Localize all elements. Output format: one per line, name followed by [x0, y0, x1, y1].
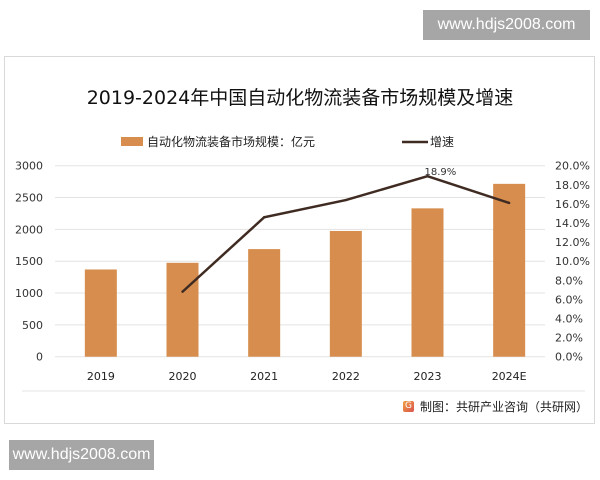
right-tick-label: 20.0%	[555, 160, 590, 173]
x-tick-label: 2021	[250, 370, 278, 383]
legend-bar-swatch	[121, 137, 143, 146]
left-tick-label: 3000	[15, 160, 43, 173]
left-tick-label: 1500	[15, 255, 43, 268]
source-text: 制图：共研产业咨询（共研网）	[419, 400, 588, 414]
x-tick-label: 2022	[332, 370, 360, 383]
bar-2024E	[493, 183, 526, 357]
left-tick-label: 2000	[15, 223, 43, 236]
left-tick-label: 500	[22, 319, 43, 332]
right-tick-label: 6.0%	[555, 293, 583, 306]
growth-point-2020	[181, 290, 184, 293]
chart: 2019-2024年中国自动化物流装备市场规模及增速 自动化物流装备市场规模：亿…	[15, 87, 590, 392]
legend: 自动化物流装备市场规模：亿元 增速	[121, 134, 454, 149]
bar-2019	[84, 269, 117, 357]
bar-2020	[166, 262, 199, 357]
bar-2022	[329, 230, 362, 357]
left-tick-label: 0	[36, 351, 43, 364]
left-tick-label: 2500	[15, 192, 43, 205]
right-tick-label: 4.0%	[555, 313, 583, 326]
right-tick-label: 2.0%	[555, 332, 583, 345]
logo-icon: G	[402, 401, 414, 412]
right-tick-label: 14.0%	[555, 217, 590, 230]
right-tick-label: 0.0%	[555, 351, 583, 364]
right-tick-label: 12.0%	[555, 236, 590, 249]
right-tick-label: 10.0%	[555, 255, 590, 268]
x-tick-label: 2023	[414, 370, 442, 383]
growth-point-2022	[344, 198, 348, 202]
growth-point-2024E	[507, 201, 511, 205]
watermark-top: www.hdjs2008.com	[423, 10, 590, 40]
growth-point-2021	[262, 216, 266, 219]
chart-title: 2019-2024年中国自动化物流装备市场规模及增速	[87, 87, 514, 109]
bar-2023	[411, 208, 444, 357]
bar-2021	[248, 249, 281, 357]
watermark-bottom: www.hdjs2008.com	[9, 440, 154, 470]
x-tick-label: 2019	[87, 370, 115, 383]
legend-bar-label: 自动化物流装备市场规模：亿元	[147, 134, 315, 149]
source-credit: G 制图：共研产业咨询（共研网）	[402, 398, 588, 415]
left-tick-label: 1000	[15, 287, 43, 300]
data-label: 18.9%	[425, 167, 457, 178]
chart-frame	[4, 56, 595, 424]
growth-point-2023	[426, 175, 429, 178]
right-tick-label: 16.0%	[555, 198, 590, 211]
x-tick-label: 2024E	[492, 370, 527, 383]
x-tick-label: 2020	[169, 370, 197, 383]
legend-line-label: 增速	[430, 135, 454, 149]
right-tick-label: 8.0%	[555, 274, 583, 287]
right-tick-label: 18.0%	[555, 179, 590, 192]
